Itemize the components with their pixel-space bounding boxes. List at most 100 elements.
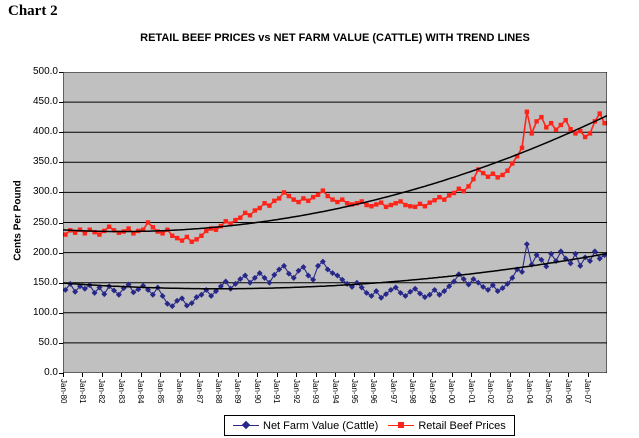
y-tick-label: 0.0 bbox=[44, 367, 58, 378]
marker-square bbox=[539, 114, 544, 120]
marker-square bbox=[189, 239, 194, 244]
marker-square bbox=[393, 201, 398, 206]
marker-square bbox=[150, 225, 156, 230]
x-tick-mark bbox=[412, 373, 414, 377]
marker-square bbox=[529, 131, 534, 136]
x-tick-mark bbox=[276, 373, 278, 377]
x-tick-mark bbox=[393, 373, 395, 377]
marker-diamond bbox=[256, 270, 263, 277]
x-tick-label: Jan-05 bbox=[544, 379, 554, 404]
marker-square bbox=[281, 190, 287, 195]
x-tick-label: Jan-03 bbox=[505, 379, 515, 404]
x-tick-mark bbox=[101, 373, 103, 377]
x-tick-mark bbox=[432, 373, 434, 377]
marker-square bbox=[247, 213, 253, 218]
marker-square bbox=[364, 202, 369, 208]
marker-square bbox=[466, 184, 471, 189]
x-tick-mark bbox=[373, 373, 375, 377]
marker-diamond bbox=[436, 291, 443, 298]
marker-diamond bbox=[421, 294, 428, 301]
y-tick-mark bbox=[59, 282, 63, 284]
marker-diamond bbox=[504, 280, 511, 287]
marker-square bbox=[344, 201, 350, 206]
marker-square bbox=[383, 204, 389, 210]
x-tick-mark bbox=[237, 373, 239, 377]
chart-plot-svg bbox=[63, 72, 607, 373]
marker-square bbox=[126, 226, 131, 231]
x-tick-mark bbox=[218, 373, 220, 377]
marker-square bbox=[369, 204, 374, 209]
x-tick-label: Jan-01 bbox=[466, 379, 476, 404]
marker-square bbox=[490, 171, 496, 176]
x-tick-mark bbox=[471, 373, 472, 377]
marker-diamond bbox=[499, 285, 506, 292]
marker-square bbox=[514, 154, 520, 159]
x-tick-label: Jan-89 bbox=[233, 379, 243, 404]
x-tick-mark bbox=[451, 373, 453, 377]
marker-square bbox=[208, 226, 214, 231]
y-tick-label: 50.0 bbox=[38, 336, 58, 348]
marker-square bbox=[233, 217, 238, 223]
marker-square bbox=[359, 199, 364, 204]
marker-square bbox=[140, 227, 146, 232]
marker-diamond bbox=[193, 294, 200, 301]
marker-square bbox=[228, 221, 233, 226]
x-tick-label: Jan-98 bbox=[408, 379, 418, 404]
marker-diamond bbox=[387, 286, 394, 293]
x-tick-mark bbox=[121, 373, 123, 377]
y-tick-label: 350.0 bbox=[32, 156, 58, 168]
x-tick-label: Jan-83 bbox=[116, 379, 126, 404]
x-tick-label: Jan-00 bbox=[447, 379, 457, 404]
chart-legend: Net Farm Value (Cattle) Retail Beef Price… bbox=[224, 415, 515, 436]
marker-square bbox=[340, 197, 345, 202]
legend-item-net-farm-value: Net Farm Value (Cattle) bbox=[233, 420, 378, 432]
marker-diamond bbox=[334, 272, 341, 279]
marker-diamond bbox=[548, 250, 555, 257]
trend-line-retail-beef bbox=[63, 114, 607, 233]
marker-square bbox=[524, 109, 530, 114]
trend-line-net-farm-value bbox=[63, 252, 607, 290]
marker-square bbox=[553, 127, 559, 132]
x-tick-label: Jan-84 bbox=[136, 379, 146, 404]
y-tick-mark bbox=[59, 192, 63, 194]
y-tick-label: 300.0 bbox=[32, 186, 58, 198]
series-line-retail-beef bbox=[64, 111, 606, 243]
marker-square bbox=[77, 227, 83, 232]
marker-square bbox=[519, 145, 525, 151]
series-line-net-farm-value bbox=[64, 244, 605, 307]
marker-square bbox=[335, 199, 340, 205]
marker-diamond bbox=[295, 267, 302, 274]
y-tick-label: 150.0 bbox=[32, 276, 58, 288]
marker-square bbox=[388, 202, 394, 208]
marker-diamond bbox=[261, 274, 268, 281]
marker-square bbox=[330, 197, 335, 202]
marker-diamond bbox=[426, 291, 433, 298]
marker-diamond bbox=[222, 278, 229, 285]
marker-square bbox=[184, 234, 190, 240]
x-tick-label: Jan-90 bbox=[252, 379, 262, 404]
x-tick-label: Jan-97 bbox=[388, 379, 398, 404]
marker-diamond bbox=[567, 260, 574, 267]
marker-diamond bbox=[392, 284, 399, 291]
marker-square bbox=[320, 188, 326, 193]
y-tick-mark bbox=[59, 102, 63, 104]
x-tick-mark bbox=[179, 373, 181, 377]
marker-diamond bbox=[470, 276, 477, 283]
marker-square bbox=[432, 198, 437, 203]
legend-label: Net Farm Value (Cattle) bbox=[263, 419, 379, 432]
y-tick-mark bbox=[59, 222, 63, 224]
marker-square bbox=[252, 208, 258, 213]
marker-square bbox=[534, 119, 539, 124]
marker-square bbox=[145, 220, 151, 225]
marker-diamond bbox=[81, 285, 88, 292]
marker-square bbox=[451, 190, 457, 196]
y-tick-label: 500.0 bbox=[32, 66, 58, 77]
chart-title: RETAIL BEEF PRICES vs NET FARM VALUE (CA… bbox=[140, 32, 530, 44]
marker-square bbox=[301, 196, 306, 201]
x-tick-mark bbox=[568, 373, 570, 377]
x-tick-label: Jan-88 bbox=[213, 379, 223, 404]
marker-diamond bbox=[572, 250, 579, 257]
x-tick-mark bbox=[529, 373, 531, 377]
marker-square bbox=[272, 198, 277, 204]
